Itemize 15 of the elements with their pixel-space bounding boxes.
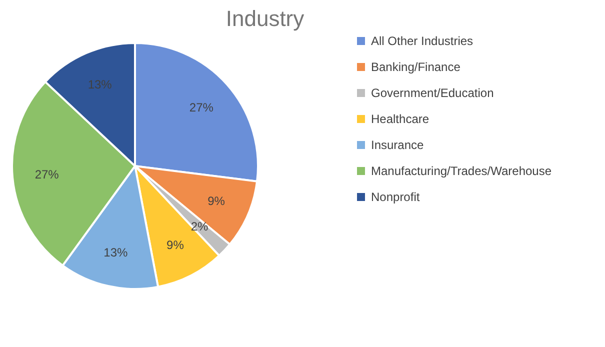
data-label: 9% [208, 194, 226, 208]
data-label: 13% [88, 78, 112, 92]
legend-label: All Other Industries [371, 34, 474, 48]
legend-label: Healthcare [371, 112, 430, 126]
data-label: 9% [166, 238, 184, 252]
data-label: 2% [190, 220, 209, 234]
legend-label: Insurance [371, 138, 424, 152]
chart-title: Industry [226, 6, 304, 31]
data-label: 27% [189, 100, 214, 114]
data-label: 13% [104, 245, 128, 260]
legend-label: Manufacturing/Trades/Warehouse [371, 164, 552, 178]
legend-label: Government/Education [371, 86, 494, 100]
legend-label: Banking/Finance [371, 60, 461, 74]
legend-label: Nonprofit [371, 190, 420, 204]
data-label: 27% [34, 167, 60, 182]
